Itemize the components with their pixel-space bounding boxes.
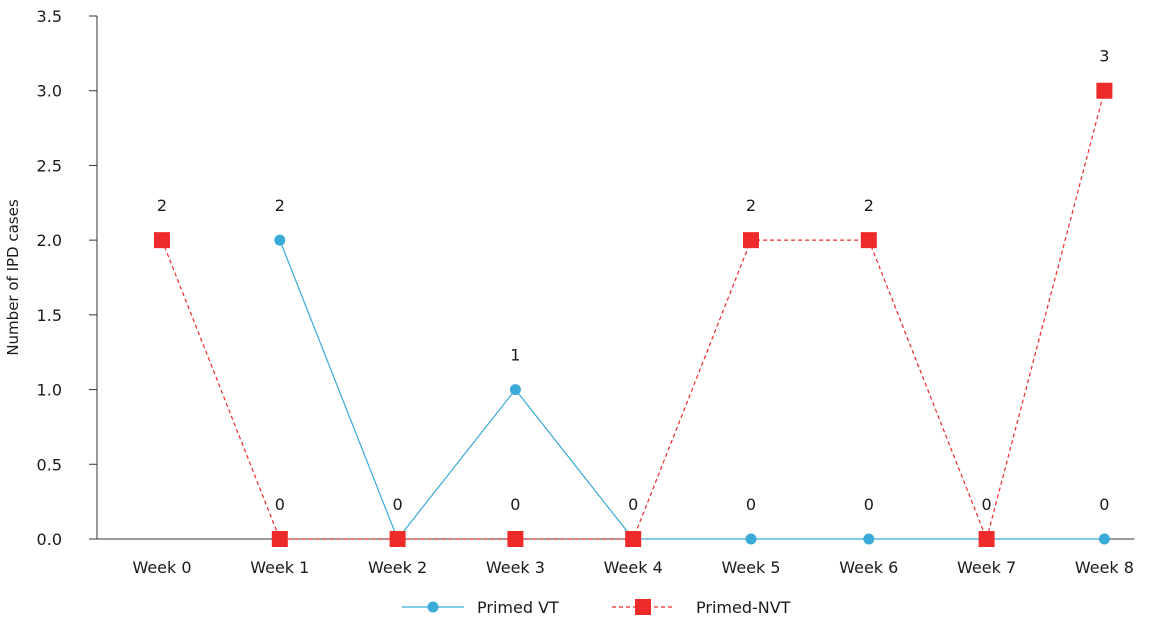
- x-tick-label: Week 5: [721, 558, 780, 577]
- data-label: 2: [157, 196, 167, 215]
- data-label: 0: [746, 495, 756, 514]
- data-label: 2: [864, 196, 874, 215]
- legend: Primed VT Primed-NVT: [402, 598, 791, 617]
- series-group: [154, 82, 1113, 547]
- legend-square-marker: [635, 599, 651, 615]
- square-point: [625, 531, 642, 547]
- data-label: 3: [1099, 47, 1109, 66]
- legend-item: Primed-NVT: [612, 598, 791, 617]
- legend-circle-marker: [427, 601, 439, 613]
- data-label: 0: [628, 495, 638, 514]
- legend-label: Primed VT: [477, 598, 559, 617]
- y-tick-label: 2.5: [37, 156, 62, 175]
- y-tick-label: 1.5: [37, 306, 62, 325]
- square-point: [271, 531, 288, 547]
- legend-label: Primed-NVT: [696, 598, 791, 617]
- data-label: 0: [275, 495, 285, 514]
- x-tick-label: Week 4: [604, 558, 663, 577]
- data-label: 0: [393, 495, 403, 514]
- circle-point: [745, 533, 757, 545]
- square-point: [1096, 82, 1113, 99]
- data-label: 2: [275, 196, 285, 215]
- axes: [96, 16, 1135, 540]
- series-line: [161, 90, 1105, 541]
- legend-item: Primed VT: [402, 598, 559, 617]
- y-tick-label: 1.0: [37, 381, 62, 400]
- square-point: [743, 232, 759, 249]
- y-tick-label: 2.0: [37, 231, 62, 250]
- x-tick-label: Week 8: [1075, 558, 1134, 577]
- y-axis-title: Number of IPD cases: [4, 199, 22, 356]
- circle-point: [1098, 533, 1110, 545]
- data-label: 1: [510, 346, 520, 365]
- x-tick-label: Week 7: [957, 558, 1016, 577]
- data-label: 0: [510, 495, 520, 514]
- x-tick-label: Week 0: [132, 558, 191, 577]
- circle-point: [509, 384, 521, 396]
- y-tick-label: 0.5: [37, 455, 62, 474]
- y-tick-label: 0.0: [37, 530, 62, 549]
- x-tick-label: Week 2: [368, 558, 427, 577]
- x-axis-ticks: Week 0 Week 1 Week 2 Week 3 Week 4 Week 5 Week…: [132, 558, 1134, 577]
- y-tick-label: 3.5: [37, 7, 62, 26]
- square-point: [389, 531, 406, 547]
- data-labels: 2 2 0 0 1 0 0 2 0 2 0 0 3 0: [157, 47, 1110, 514]
- series-primed-nvt: [154, 82, 1113, 547]
- data-label: 0: [1099, 495, 1109, 514]
- series-line: [279, 239, 1105, 541]
- y-axis-ticks: 0.0 0.5 1.0 1.5 2.0 2.5 3.0 3.5: [37, 7, 97, 549]
- square-point: [978, 531, 995, 547]
- square-point: [154, 232, 170, 249]
- x-tick-label: Week 3: [486, 558, 545, 577]
- square-point: [860, 232, 877, 249]
- x-tick-label: Week 1: [250, 558, 309, 577]
- data-label: 0: [982, 495, 992, 514]
- y-tick-label: 3.0: [37, 82, 62, 101]
- circle-point: [863, 533, 875, 545]
- x-tick-label: Week 6: [839, 558, 898, 577]
- square-point: [507, 531, 524, 547]
- circle-point: [274, 234, 286, 246]
- data-label: 2: [746, 196, 756, 215]
- data-label: 0: [864, 495, 874, 514]
